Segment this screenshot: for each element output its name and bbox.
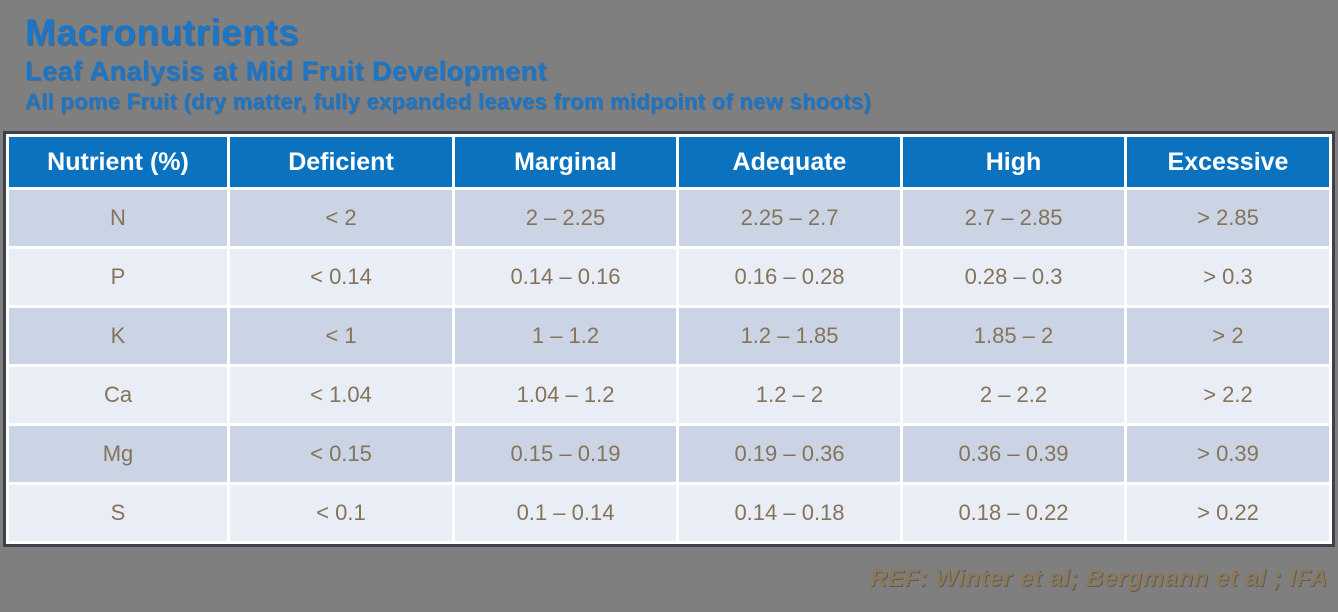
value-cell: 0.19 – 0.36 — [679, 426, 900, 482]
table-row: S < 0.1 0.1 – 0.14 0.14 – 0.18 0.18 – 0.22 > … — [9, 485, 1329, 541]
nutrient-table: Nutrient (%) Deficient Marginal Adequate Hig… — [3, 131, 1335, 547]
value-cell: < 2 — [230, 190, 452, 246]
value-cell: 0.28 – 0.3 — [903, 249, 1124, 305]
title-block: Macronutrients Leaf Analysis at Mid Frui… — [25, 12, 871, 116]
value-cell: > 2.2 — [1127, 367, 1329, 423]
value-cell: < 0.14 — [230, 249, 452, 305]
nutrient-cell: K — [9, 308, 227, 364]
table-row: P < 0.14 0.14 – 0.16 0.16 – 0.28 0.28 – 0.3 >… — [9, 249, 1329, 305]
value-cell: > 0.22 — [1127, 485, 1329, 541]
value-cell: < 1.04 — [230, 367, 452, 423]
reference-note: REF: Winter et al; Bergmann et al ; IFA — [869, 565, 1328, 592]
value-cell: < 0.15 — [230, 426, 452, 482]
value-cell: 2.7 – 2.85 — [903, 190, 1124, 246]
table-row: Mg < 0.15 0.15 – 0.19 0.19 – 0.36 0.36 – 0.3… — [9, 426, 1329, 482]
value-cell: 0.14 – 0.18 — [679, 485, 900, 541]
value-cell: 0.14 – 0.16 — [455, 249, 676, 305]
page-subtitle-detail: All pome Fruit (dry matter, fully expand… — [25, 89, 872, 114]
nutrient-cell: Ca — [9, 367, 227, 423]
value-cell: 1.04 – 1.2 — [455, 367, 676, 423]
nutrient-cell: S — [9, 485, 227, 541]
column-header: Deficient — [230, 137, 452, 187]
column-header: High — [903, 137, 1124, 187]
nutrient-cell: P — [9, 249, 227, 305]
value-cell: 0.18 – 0.22 — [903, 485, 1124, 541]
page-title: Macronutrients — [25, 12, 300, 53]
value-cell: > 2 — [1127, 308, 1329, 364]
value-cell: 2.25 – 2.7 — [679, 190, 900, 246]
value-cell: 1.2 – 1.85 — [679, 308, 900, 364]
value-cell: < 1 — [230, 308, 452, 364]
value-cell: 2 – 2.25 — [455, 190, 676, 246]
value-cell: > 2.85 — [1127, 190, 1329, 246]
value-cell: > 0.39 — [1127, 426, 1329, 482]
value-cell: 1.2 – 2 — [679, 367, 900, 423]
page-subtitle: Leaf Analysis at Mid Fruit Development — [25, 56, 548, 86]
value-cell: 0.16 – 0.28 — [679, 249, 900, 305]
nutrient-cell: N — [9, 190, 227, 246]
value-cell: 2 – 2.2 — [903, 367, 1124, 423]
column-header: Marginal — [455, 137, 676, 187]
nutrient-cell: Mg — [9, 426, 227, 482]
value-cell: 1.85 – 2 — [903, 308, 1124, 364]
value-cell: < 0.1 — [230, 485, 452, 541]
value-cell: 0.1 – 0.14 — [455, 485, 676, 541]
column-header: Adequate — [679, 137, 900, 187]
value-cell: > 0.3 — [1127, 249, 1329, 305]
column-header: Excessive — [1127, 137, 1329, 187]
column-header: Nutrient (%) — [9, 137, 227, 187]
value-cell: 0.36 – 0.39 — [903, 426, 1124, 482]
value-cell: 1 – 1.2 — [455, 308, 676, 364]
value-cell: 0.15 – 0.19 — [455, 426, 676, 482]
table-header-row: Nutrient (%) Deficient Marginal Adequate Hig… — [9, 137, 1329, 187]
